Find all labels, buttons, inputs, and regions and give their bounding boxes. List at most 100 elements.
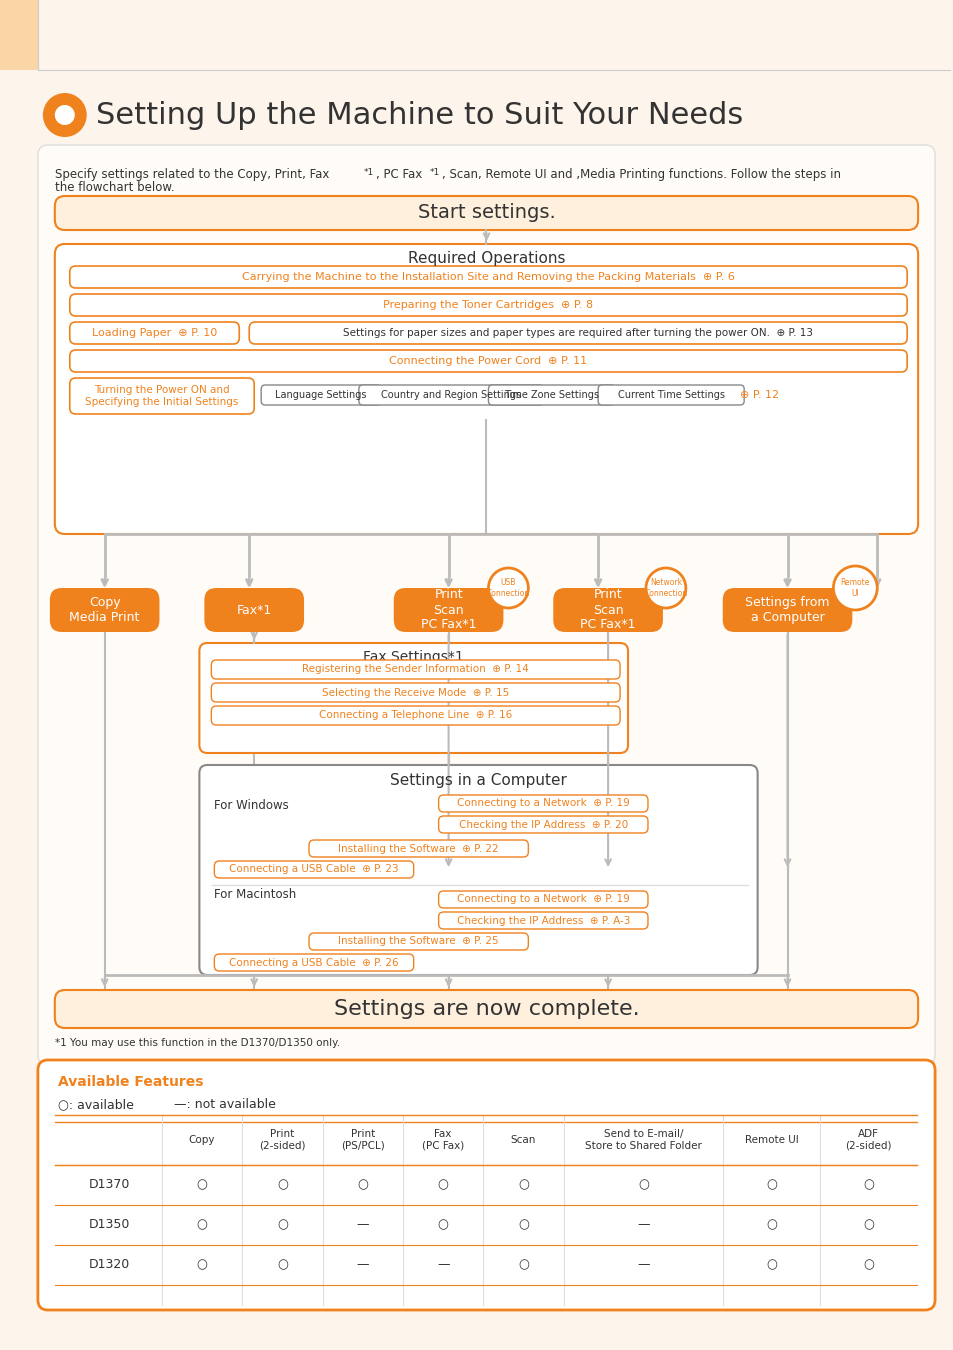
Text: Remote UI: Remote UI xyxy=(744,1135,798,1145)
Text: Print
Scan
PC Fax*1: Print Scan PC Fax*1 xyxy=(420,589,476,632)
Text: ○: ○ xyxy=(765,1219,777,1231)
Text: ○: ○ xyxy=(862,1219,873,1231)
Text: —: not available: —: not available xyxy=(174,1098,276,1111)
FancyBboxPatch shape xyxy=(309,840,528,857)
Text: Settings are now complete.: Settings are now complete. xyxy=(334,999,639,1019)
Text: ○: ○ xyxy=(196,1179,207,1192)
Text: —: — xyxy=(356,1258,369,1272)
FancyBboxPatch shape xyxy=(199,643,627,753)
FancyBboxPatch shape xyxy=(488,385,615,405)
Text: Setting Up the Machine to Suit Your Needs: Setting Up the Machine to Suit Your Need… xyxy=(95,100,742,130)
FancyBboxPatch shape xyxy=(553,589,662,632)
FancyBboxPatch shape xyxy=(214,954,414,971)
Text: —: — xyxy=(637,1219,649,1231)
Text: Copy
Media Print: Copy Media Print xyxy=(70,595,140,624)
Text: Registering the Sender Information  ⊕ P. 14: Registering the Sender Information ⊕ P. … xyxy=(302,664,529,675)
Text: ○: ○ xyxy=(357,1179,368,1192)
Text: D1320: D1320 xyxy=(90,1258,131,1272)
Text: —: — xyxy=(436,1258,449,1272)
Text: Settings from
a Computer: Settings from a Computer xyxy=(744,595,829,624)
Text: Print
(PS/PCL): Print (PS/PCL) xyxy=(340,1129,384,1150)
Text: Required Operations: Required Operations xyxy=(407,251,564,266)
Text: ○: ○ xyxy=(276,1179,288,1192)
Text: ○: ○ xyxy=(765,1179,777,1192)
Text: ○: available: ○: available xyxy=(58,1098,133,1111)
FancyBboxPatch shape xyxy=(212,660,619,679)
Text: Available Features: Available Features xyxy=(58,1075,203,1089)
FancyBboxPatch shape xyxy=(38,144,934,1065)
Text: Settings in a Computer: Settings in a Computer xyxy=(390,772,566,787)
Text: USB
Connection: USB Connection xyxy=(486,578,530,598)
Text: Connecting the Power Cord  ⊕ P. 11: Connecting the Power Cord ⊕ P. 11 xyxy=(389,356,587,366)
Text: —: — xyxy=(637,1258,649,1272)
Text: Preparing the Toner Cartridges  ⊕ P. 8: Preparing the Toner Cartridges ⊕ P. 8 xyxy=(383,300,593,310)
FancyBboxPatch shape xyxy=(54,990,917,1027)
Text: ○: ○ xyxy=(517,1258,528,1272)
FancyBboxPatch shape xyxy=(358,385,543,405)
Text: Fax*1: Fax*1 xyxy=(236,603,272,617)
Text: ○: ○ xyxy=(276,1219,288,1231)
Text: ○: ○ xyxy=(196,1258,207,1272)
Text: Time Zone Settings: Time Zone Settings xyxy=(504,390,598,400)
Text: Copy: Copy xyxy=(189,1135,215,1145)
Text: —: — xyxy=(356,1219,369,1231)
Text: *1: *1 xyxy=(363,167,374,177)
Text: ○: ○ xyxy=(862,1179,873,1192)
Text: Current Time Settings: Current Time Settings xyxy=(617,390,724,400)
Circle shape xyxy=(54,105,74,126)
Text: ○: ○ xyxy=(517,1219,528,1231)
FancyBboxPatch shape xyxy=(54,244,917,535)
Text: Installing the Software  ⊕ P. 22: Installing the Software ⊕ P. 22 xyxy=(338,844,498,853)
FancyBboxPatch shape xyxy=(438,891,647,909)
Text: Remote
UI: Remote UI xyxy=(840,578,869,598)
Text: Connecting a Telephone Line  ⊕ P. 16: Connecting a Telephone Line ⊕ P. 16 xyxy=(318,710,512,721)
Text: ○: ○ xyxy=(437,1179,448,1192)
Text: Network
Connection: Network Connection xyxy=(643,578,687,598)
FancyBboxPatch shape xyxy=(249,323,906,344)
Text: D1350: D1350 xyxy=(89,1219,131,1231)
FancyBboxPatch shape xyxy=(212,683,619,702)
Text: Scan: Scan xyxy=(510,1135,536,1145)
Text: Print
(2-sided): Print (2-sided) xyxy=(259,1129,305,1150)
FancyBboxPatch shape xyxy=(38,1060,934,1310)
Circle shape xyxy=(43,93,87,136)
Text: Checking the IP Address  ⊕ P. A-3: Checking the IP Address ⊕ P. A-3 xyxy=(456,915,629,926)
Text: ADF
(2-sided): ADF (2-sided) xyxy=(844,1129,891,1150)
Text: ○: ○ xyxy=(276,1258,288,1272)
Text: Connecting to a Network  ⊕ P. 19: Connecting to a Network ⊕ P. 19 xyxy=(456,798,629,809)
FancyBboxPatch shape xyxy=(70,266,906,288)
Text: D1370: D1370 xyxy=(89,1179,131,1192)
FancyBboxPatch shape xyxy=(50,589,159,632)
Text: ○: ○ xyxy=(437,1219,448,1231)
FancyBboxPatch shape xyxy=(309,933,528,950)
Text: ⊕ P. 12: ⊕ P. 12 xyxy=(739,390,778,400)
Text: ○: ○ xyxy=(196,1219,207,1231)
Circle shape xyxy=(645,568,685,608)
Text: Specify settings related to the Copy, Print, Fax: Specify settings related to the Copy, Pr… xyxy=(54,167,329,181)
Text: Send to E-mail/
Store to Shared Folder: Send to E-mail/ Store to Shared Folder xyxy=(584,1129,701,1150)
Text: Connecting a USB Cable  ⊕ P. 26: Connecting a USB Cable ⊕ P. 26 xyxy=(229,957,398,968)
FancyBboxPatch shape xyxy=(598,385,743,405)
FancyBboxPatch shape xyxy=(70,294,906,316)
Text: Connecting a USB Cable  ⊕ P. 23: Connecting a USB Cable ⊕ P. 23 xyxy=(229,864,398,875)
Text: Fax
(PC Fax): Fax (PC Fax) xyxy=(421,1129,464,1150)
Text: ○: ○ xyxy=(862,1258,873,1272)
Text: Fax Settings*1: Fax Settings*1 xyxy=(363,649,463,664)
Text: Connecting to a Network  ⊕ P. 19: Connecting to a Network ⊕ P. 19 xyxy=(456,895,629,905)
FancyBboxPatch shape xyxy=(54,196,917,230)
FancyBboxPatch shape xyxy=(204,589,304,632)
FancyBboxPatch shape xyxy=(394,589,503,632)
Text: , Scan, Remote UI and ,Media Printing functions. Follow the steps in: , Scan, Remote UI and ,Media Printing fu… xyxy=(441,167,840,181)
FancyBboxPatch shape xyxy=(214,861,414,878)
Text: Carrying the Machine to the Installation Site and Removing the Packing Materials: Carrying the Machine to the Installation… xyxy=(242,271,734,282)
Text: For Macintosh: For Macintosh xyxy=(214,888,296,900)
Text: Settings for paper sizes and paper types are required after turning the power ON: Settings for paper sizes and paper types… xyxy=(343,328,812,338)
Text: the flowchart below.: the flowchart below. xyxy=(54,181,174,194)
FancyBboxPatch shape xyxy=(438,795,647,811)
FancyBboxPatch shape xyxy=(199,765,757,975)
FancyBboxPatch shape xyxy=(70,323,239,344)
Text: *1 You may use this function in the D1370/D1350 only.: *1 You may use this function in the D137… xyxy=(54,1038,339,1048)
FancyBboxPatch shape xyxy=(438,815,647,833)
Text: Print
Scan
PC Fax*1: Print Scan PC Fax*1 xyxy=(579,589,636,632)
Text: For Windows: For Windows xyxy=(214,799,289,811)
